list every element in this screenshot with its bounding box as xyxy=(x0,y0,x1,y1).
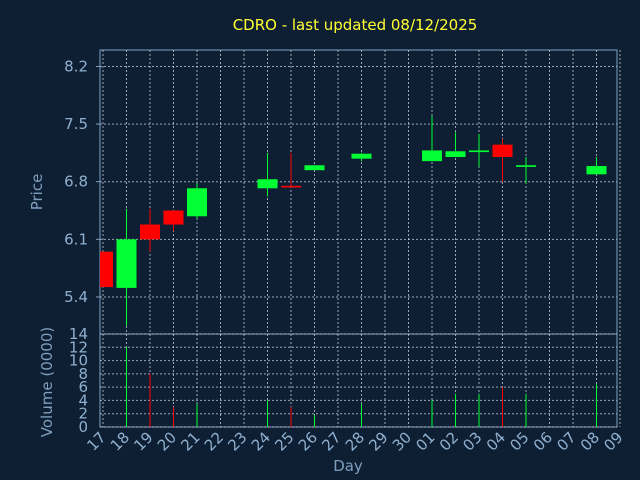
x-tick-labels: 1718192021222324252627282930010203040506… xyxy=(83,428,626,454)
x-tick-label: 30 xyxy=(389,428,415,454)
volume-tick-label: 6 xyxy=(78,378,88,396)
volume-tick-label: 2 xyxy=(78,405,88,423)
candle-body xyxy=(445,151,466,158)
x-tick-label: 06 xyxy=(530,428,556,454)
x-axis-label: Day xyxy=(333,457,363,475)
candle-body xyxy=(492,144,513,158)
x-tick-label: 25 xyxy=(271,428,297,454)
x-tick-label: 21 xyxy=(177,428,203,454)
x-tick-label: 07 xyxy=(553,428,579,454)
x-tick-label: 04 xyxy=(483,428,509,454)
x-tick-label: 09 xyxy=(600,428,626,454)
volume-tick-label: 8 xyxy=(78,365,88,383)
volume-tick-label: 4 xyxy=(78,391,88,409)
x-tick-label: 19 xyxy=(130,428,156,454)
volume-tick-label: 10 xyxy=(69,352,88,370)
candle-body xyxy=(516,165,536,167)
price-tick-label: 8.2 xyxy=(64,57,88,75)
x-tick-label: 24 xyxy=(248,428,274,454)
candle-body xyxy=(100,251,113,288)
x-tick-label: 28 xyxy=(342,428,368,454)
price-axis-label: Price xyxy=(28,174,46,211)
price-tick-label: 5.4 xyxy=(64,288,88,306)
x-tick-label: 05 xyxy=(506,428,532,454)
candle-body xyxy=(257,179,278,189)
candle-body xyxy=(304,165,325,171)
chart-title: CDRO - last updated 08/12/2025 xyxy=(233,16,478,34)
volume-tick-label: 12 xyxy=(69,338,88,356)
candle-body xyxy=(586,166,607,175)
price-grid xyxy=(100,50,621,334)
x-tick-label: 20 xyxy=(154,428,180,454)
x-tick-label: 27 xyxy=(318,428,344,454)
x-tick-label: 22 xyxy=(201,428,227,454)
x-tick-label: 18 xyxy=(107,428,133,454)
candle-body xyxy=(163,210,184,225)
x-tick-label: 02 xyxy=(436,428,462,454)
volume-bars xyxy=(126,347,597,427)
candle-body xyxy=(281,185,301,188)
candle-body xyxy=(351,153,372,159)
price-tick-label: 6.1 xyxy=(64,230,88,248)
volume-tick-label: 0 xyxy=(78,418,88,436)
price-tick-label: 6.8 xyxy=(64,173,88,191)
price-tick-label: 7.5 xyxy=(64,115,88,133)
x-tick-label: 03 xyxy=(459,428,485,454)
x-tick-label: 08 xyxy=(577,428,603,454)
x-tick-label: 23 xyxy=(224,428,250,454)
candle-body xyxy=(469,150,489,153)
volume-tick-label: 14 xyxy=(69,325,88,343)
candle-body xyxy=(422,150,442,162)
x-tick-label: 29 xyxy=(365,428,391,454)
volume-panel xyxy=(99,333,618,428)
x-tick-label: 26 xyxy=(295,428,321,454)
x-tick-label: 01 xyxy=(412,428,438,454)
candle-body xyxy=(140,224,160,240)
candle-body xyxy=(187,188,207,217)
price-candles xyxy=(100,115,607,326)
price-panel xyxy=(99,49,618,335)
volume-axis-label: Volume (0000) xyxy=(38,327,56,437)
price-tick-labels: 5.4 6.1 6.8 7.5 8.2 xyxy=(64,57,100,306)
candle-body xyxy=(116,239,137,288)
